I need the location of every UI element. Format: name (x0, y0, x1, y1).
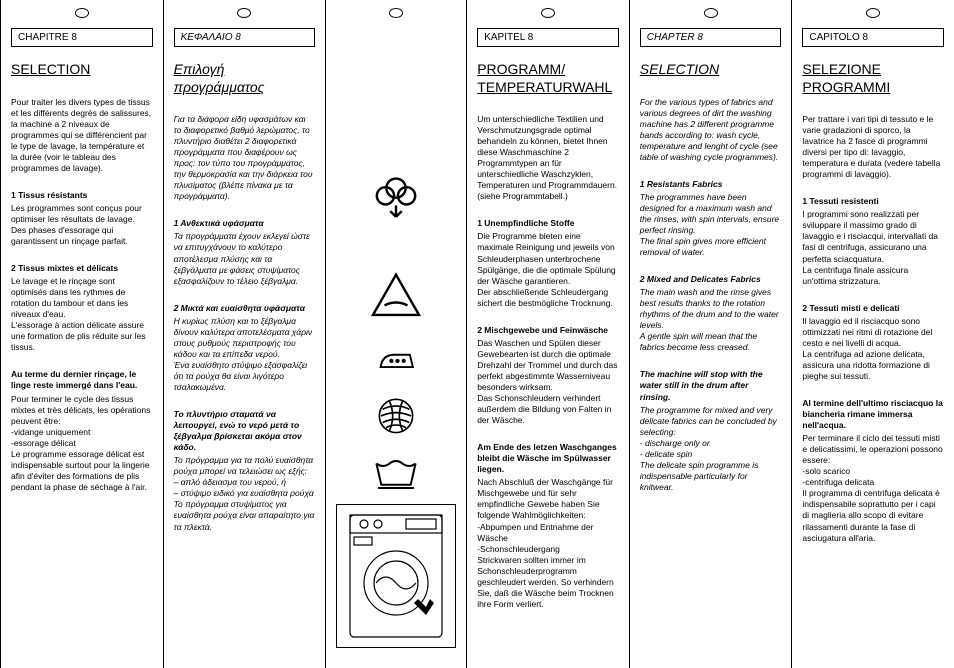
subsection-3-heading: The machine will stop with the water sti… (640, 369, 782, 402)
intro-text: Pour traiter les divers types de tissus … (11, 97, 153, 174)
punch-hole-icon (704, 8, 718, 18)
column-english: CHAPTER 8 SELECTION For the various type… (629, 0, 792, 668)
subsection-3-body: The programme for mixed and very delicat… (640, 405, 782, 493)
section-heading: SELECTION (640, 61, 782, 79)
column-italian: CAPITOLO 8 SELEZIONE PROGRAMMI Per tratt… (791, 0, 954, 668)
subsection-2-body: Das Waschen und Spülen dieser Gewebearte… (477, 338, 619, 426)
punch-hole-icon (237, 8, 251, 18)
subsection-2-heading: 2 Tessuti misti e delicati (802, 303, 944, 314)
chapter-label: CHAPTER 8 (640, 28, 782, 47)
intro-text: For the various types of fabrics and var… (640, 97, 782, 163)
chapter-label: KAPITEL 8 (477, 28, 619, 47)
subsection-3-heading: Au terme du dernier rinçage, le linge re… (11, 369, 153, 391)
punch-hole-icon (866, 8, 880, 18)
section-heading: Επιλογή προγράμματος (174, 61, 316, 96)
subsection-3-heading: Το πλυντήριο σταματά να λειτουργεί, ενώ … (174, 409, 316, 453)
subsection-1-heading: 1 Ανθεκτικά υφάσματα (174, 218, 316, 229)
subsection-3-heading: Al termine dell'ultimo risciacquo la bia… (802, 398, 944, 431)
section-heading: SELEZIONE PROGRAMMI (802, 61, 944, 96)
subsection-2-heading: 2 Mischgewebe und Feinwäsche (477, 325, 619, 336)
subsection-1-body: The programmes have been designed for a … (640, 192, 782, 258)
intro-text: Um unterschiedliche Textilien und Versch… (477, 114, 619, 202)
ironing-icon (366, 344, 426, 375)
subsection-1-heading: 1 Unempfindliche Stoffe (477, 218, 619, 229)
subsection-2-heading: 2 Mixed and Delicates Fabrics (640, 274, 782, 285)
subsection-2-body: The main wash and the rinse gives best r… (640, 287, 782, 353)
washing-machine-illustration (336, 504, 456, 648)
wash-basin-icon (366, 457, 426, 490)
subsection-3-body: Nach Abschluß der Waschgänge für Mischge… (477, 477, 619, 610)
subsection-1-body: Die Programme bieten eine maximale Reini… (477, 231, 619, 308)
punch-hole-icon (389, 8, 403, 18)
subsection-1-body: Τα προγράμματα έχουν εκλεγεί ώστε να επι… (174, 231, 316, 286)
subsection-2-body: Le lavage et le rinçage sont optimisés d… (11, 276, 153, 353)
intro-text: Για τα διάφορα είδη υφασμάτων και το δια… (174, 114, 316, 202)
subsection-1-heading: 1 Resistants Fabrics (640, 179, 782, 190)
subsection-1-body: I programmi sono realizzati per sviluppa… (802, 209, 944, 286)
chapter-label: ΚΕΦΑΛΑΙΟ 8 (174, 28, 316, 47)
subsection-3-body: Per terminare il ciclo dei tessuti misti… (802, 433, 944, 543)
subsection-3-heading: Am Ende des letzen Waschganges bleibt di… (477, 442, 619, 475)
subsection-2-body: Η κυρίως πλύση και το ξέβγαλμα δίνουν κα… (174, 316, 316, 393)
subsection-3-body: Το πρόγραμμα για τα πολύ ευαίσθητα ρούχα… (174, 455, 316, 532)
chapter-label: CHAPITRE 8 (11, 28, 153, 47)
subsection-2-heading: 2 Μικτά και ευαίσθητα υφάσματα (174, 303, 316, 314)
bleach-triangle-icon (366, 267, 426, 325)
intro-text: Per trattare i vari tipi di tessuto e le… (802, 114, 944, 180)
column-german: KAPITEL 8 PROGRAMM/ TEMPERATURWAHL Um un… (466, 0, 629, 668)
subsection-1-body: Les programmes sont conçus pour optimise… (11, 203, 153, 247)
section-heading: SELECTION (11, 61, 153, 79)
subsection-2-body: Il lavaggio ed il risciacquo sono ottimi… (802, 316, 944, 382)
punch-hole-icon (75, 8, 89, 18)
punch-hole-icon (541, 8, 555, 18)
subsection-2-heading: 2 Tissus mixtes et délicats (11, 263, 153, 274)
column-greek: ΚΕΦΑΛΑΙΟ 8 Επιλογή προγράμματος Για τα δ… (163, 0, 326, 668)
chapter-label: CAPITOLO 8 (802, 28, 944, 47)
column-french: CHAPITRE 8 SELECTION Pour traiter les di… (0, 0, 163, 668)
wool-ball-icon (366, 391, 426, 441)
subsection-3-body: Pour terminer le cycle des tissus mixtes… (11, 394, 153, 493)
cotton-icon (366, 167, 426, 225)
subsection-1-heading: 1 Tissus résistants (11, 190, 153, 201)
section-heading: PROGRAMM/ TEMPERATURWAHL (477, 61, 619, 96)
column-icons (325, 0, 466, 668)
subsection-1-heading: 1 Tessuti resistenti (802, 196, 944, 207)
